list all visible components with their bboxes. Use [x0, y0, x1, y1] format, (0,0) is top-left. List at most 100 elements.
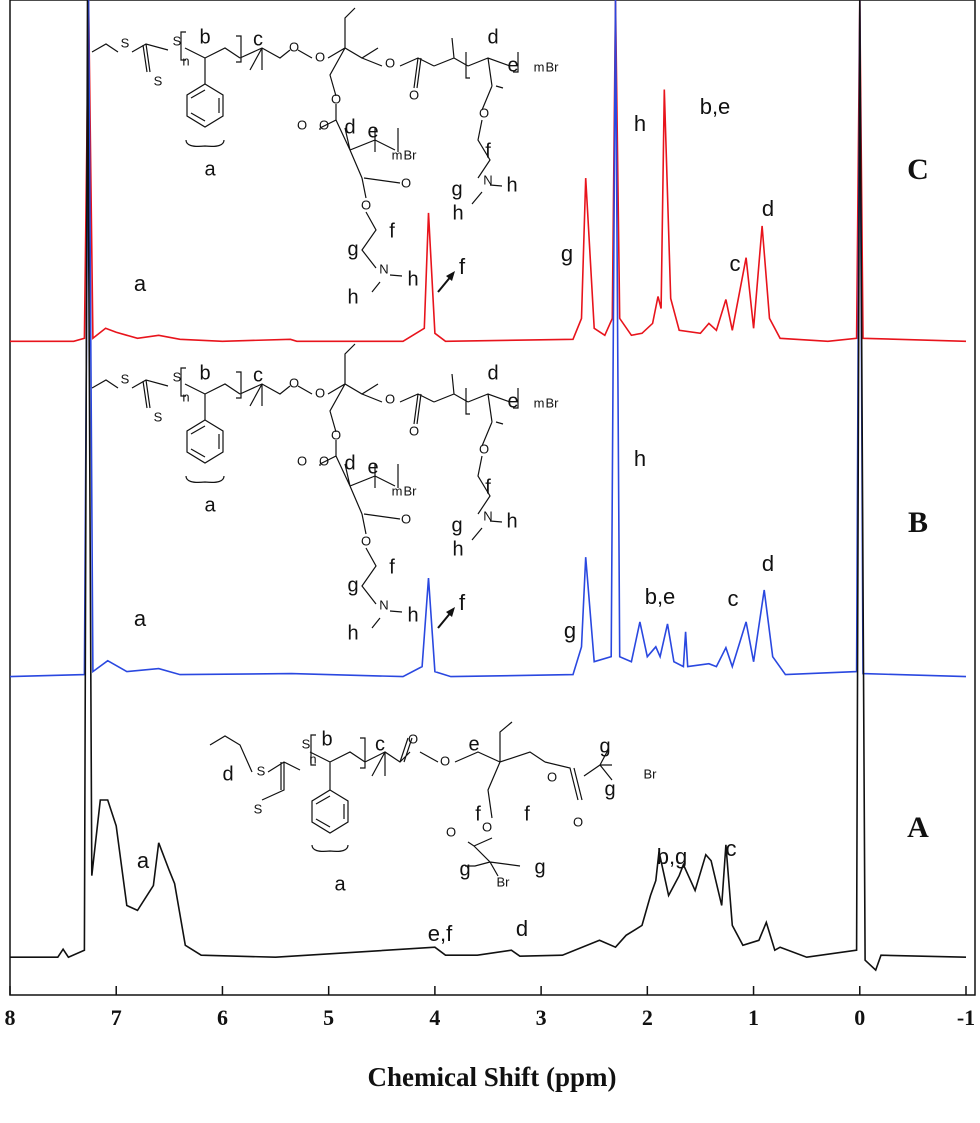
- x-tick-label: 2: [642, 1005, 653, 1030]
- structure-label: f: [389, 220, 395, 242]
- structure-label: O: [385, 55, 395, 70]
- x-tick-label: 3: [536, 1005, 547, 1030]
- structure-label: O: [573, 814, 583, 829]
- structure-label: a: [204, 494, 216, 516]
- structure-label: n: [182, 389, 189, 404]
- structure-drawing: [91, 7, 519, 293]
- structure-label: h: [506, 174, 517, 196]
- structure-label: h: [347, 286, 358, 308]
- structure-label: n: [182, 53, 189, 68]
- structure-label: O: [315, 385, 325, 400]
- x-tick-label: 4: [429, 1005, 440, 1030]
- structure-label: O: [385, 391, 395, 406]
- structure-label: h: [407, 268, 418, 290]
- panel-label: A: [907, 811, 929, 844]
- spectrum-line: [10, 0, 967, 678]
- spectrum-line: [10, 0, 967, 343]
- structure-label: h: [506, 510, 517, 532]
- peak-label: d: [762, 551, 774, 576]
- panel-label: B: [908, 506, 928, 539]
- structure-label: g: [599, 735, 610, 757]
- structure-label: e: [507, 54, 518, 76]
- structure-label: S: [302, 736, 311, 751]
- structure-label: S: [257, 763, 266, 778]
- structure-label: b: [199, 26, 210, 48]
- plot-frame: [9, 0, 976, 996]
- structure-label: S: [154, 409, 163, 424]
- structure-label: n: [309, 751, 316, 766]
- structure-label: Br: [644, 766, 658, 781]
- structure-label: O: [401, 175, 411, 190]
- structure-label: h: [407, 604, 418, 626]
- structure-label: O: [408, 731, 418, 746]
- structure-label: O: [446, 824, 456, 839]
- structure-label: c: [253, 28, 263, 50]
- structure-label: g: [451, 514, 462, 536]
- structure-label: O: [297, 117, 307, 132]
- structure-label: N: [483, 508, 492, 523]
- x-tick-label: 0: [854, 1005, 865, 1030]
- structure-label: h: [452, 538, 463, 560]
- structure-label: m: [392, 483, 403, 498]
- structure-label: d: [487, 26, 498, 48]
- structure-label: g: [534, 856, 545, 878]
- structure-label: d: [222, 763, 233, 785]
- structure-label: h: [452, 202, 463, 224]
- peak-label: a: [134, 606, 147, 631]
- structure-label: O: [315, 49, 325, 64]
- peak-label: d: [516, 916, 528, 941]
- peak-label: a: [134, 271, 147, 296]
- structure-label: Br: [546, 395, 560, 410]
- structure-label: O: [361, 197, 371, 212]
- structure-label: O: [289, 375, 299, 390]
- structure-label: e: [367, 456, 378, 478]
- structure-label: b: [321, 728, 332, 750]
- peak-label: b,e: [700, 94, 731, 119]
- peak-label: d: [762, 196, 774, 221]
- structure-label: g: [604, 778, 615, 800]
- structure-label: O: [547, 769, 557, 784]
- structure-label: f: [475, 803, 481, 825]
- peak-label: f: [459, 254, 466, 279]
- structure-label: m: [392, 147, 403, 162]
- structure-label: d: [344, 116, 355, 138]
- structure-label: S: [173, 369, 182, 384]
- structure-label: g: [451, 178, 462, 200]
- structure-label: e: [507, 390, 518, 412]
- peak-label: h: [634, 111, 646, 136]
- structure-label: S: [173, 33, 182, 48]
- structure-label: b: [199, 362, 210, 384]
- structure-label: O: [479, 441, 489, 456]
- structure-label: N: [379, 597, 388, 612]
- x-axis-title: Chemical Shift (ppm): [368, 1062, 617, 1092]
- peak-label: a: [137, 848, 150, 873]
- peak-label: g: [561, 241, 573, 266]
- peak-label: e,f: [428, 921, 453, 946]
- structure-label: d: [487, 362, 498, 384]
- structure-drawing: [209, 721, 613, 877]
- spectrum-line: [10, 0, 967, 972]
- structure-label: f: [389, 556, 395, 578]
- structure-label: S: [254, 801, 263, 816]
- arrow-head: [446, 607, 455, 617]
- structure-label: N: [483, 172, 492, 187]
- peak-label: f: [459, 590, 466, 615]
- structure-label: O: [479, 105, 489, 120]
- structure-label: h: [347, 622, 358, 644]
- structure-label: O: [289, 39, 299, 54]
- structure-label: Br: [497, 874, 511, 889]
- structure-label: m: [534, 59, 545, 74]
- structure-label: m: [534, 395, 545, 410]
- structure-label: O: [331, 91, 341, 106]
- peak-label: g: [564, 618, 576, 643]
- structure-label: N: [379, 261, 388, 276]
- structure-label: O: [297, 453, 307, 468]
- structure-label: a: [334, 873, 346, 895]
- structure-label: S: [121, 371, 130, 386]
- structure-label: S: [121, 35, 130, 50]
- structure-drawing: [91, 343, 519, 629]
- structure-label: O: [409, 87, 419, 102]
- arrow-head: [446, 271, 455, 281]
- panel-label: C: [907, 153, 929, 186]
